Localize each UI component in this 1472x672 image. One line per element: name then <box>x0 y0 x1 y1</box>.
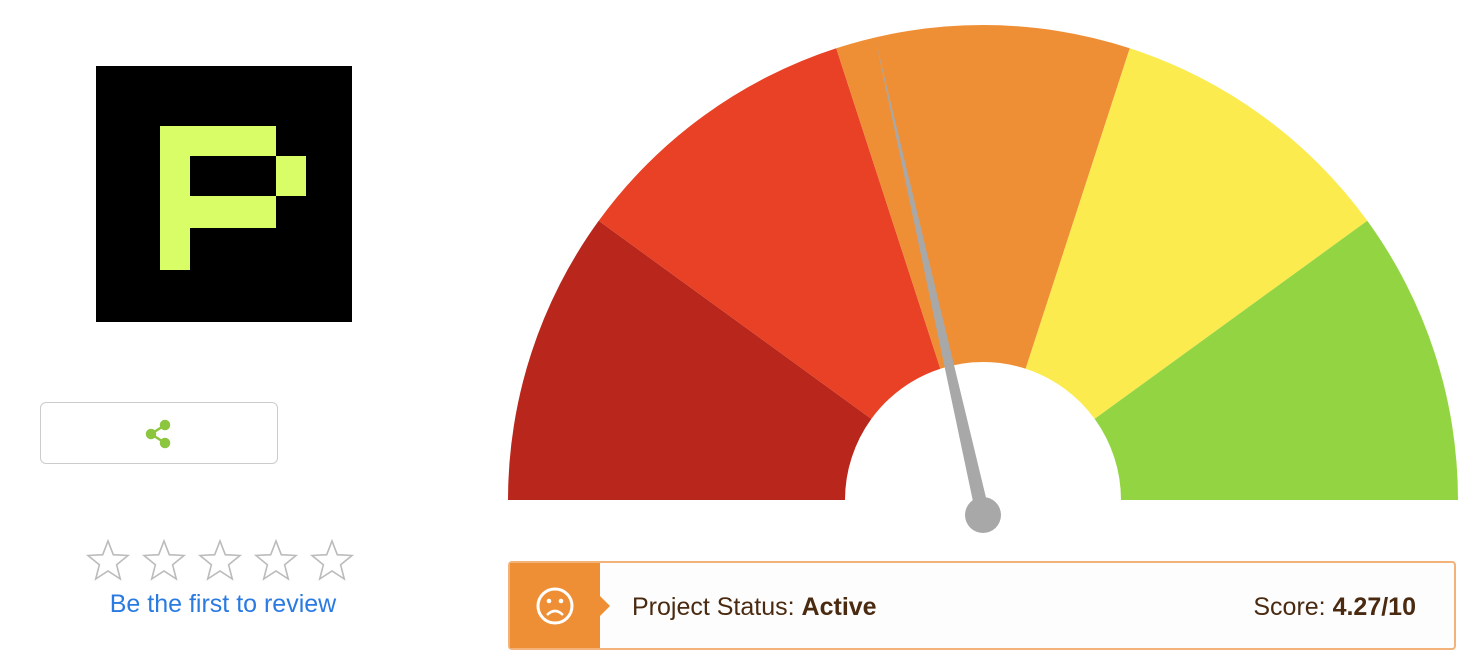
status-icon-box <box>510 563 610 648</box>
gauge-needle <box>875 40 990 517</box>
star <box>309 538 355 581</box>
gauge-segment <box>836 24 1130 369</box>
star <box>197 538 243 581</box>
star-rating[interactable] <box>84 538 364 586</box>
star <box>253 538 299 581</box>
score-value: 4.27/10 <box>1332 593 1416 621</box>
star <box>85 538 131 581</box>
status-label: Project Status: <box>632 593 795 621</box>
gauge-segment <box>508 220 872 500</box>
score: Score: 4.27/10 <box>1253 593 1416 622</box>
star <box>141 538 187 581</box>
status-value: Active <box>801 593 877 621</box>
share-button[interactable] <box>40 402 278 464</box>
gauge-segment <box>1094 220 1458 500</box>
score-label: Score: <box>1253 593 1326 621</box>
status-bar: Project Status: Active Score: 4.27/10 <box>508 561 1456 650</box>
gauge-segment <box>1025 48 1368 419</box>
share-icon <box>145 419 171 449</box>
needle-hub <box>965 497 1001 533</box>
score-gauge <box>508 24 1458 533</box>
project-logo <box>96 66 352 322</box>
review-link[interactable]: Be the first to review <box>109 590 337 618</box>
project-status: Project Status: Active <box>632 593 877 622</box>
sad-face-icon <box>536 587 610 625</box>
gauge-segment <box>598 48 941 419</box>
